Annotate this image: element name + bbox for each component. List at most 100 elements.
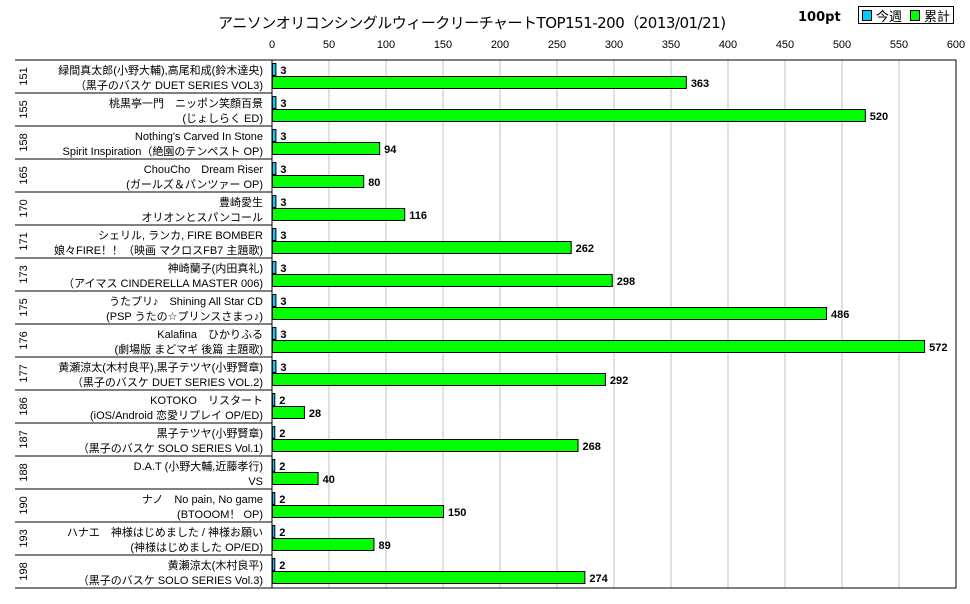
rank-label: 155 xyxy=(18,100,30,118)
total-bar xyxy=(272,208,406,221)
week-value-label: 3 xyxy=(280,296,286,308)
song-label-line2: （黒子のバスケ SOLO SERIES Vol.3) xyxy=(78,574,263,587)
song-label-line2: オリオンとスパンコール xyxy=(141,211,263,224)
week-value-label: 3 xyxy=(280,362,286,374)
rank-label: 165 xyxy=(18,166,30,184)
x-tick-label: 150 xyxy=(434,39,452,51)
total-bar xyxy=(272,406,305,419)
song-label-line1: 桃黒亭一門 ニッポン笑顔百景 xyxy=(109,96,263,110)
week-bar xyxy=(272,228,277,241)
week-value-label: 2 xyxy=(279,494,285,506)
rank-label: 193 xyxy=(18,529,30,547)
total-value-label: 150 xyxy=(448,507,466,519)
song-label-line2: （アイマス CINDERELLA MASTER 006) xyxy=(63,277,263,290)
total-bar xyxy=(272,373,606,386)
rank-label: 188 xyxy=(18,463,30,481)
x-tick-label: 250 xyxy=(548,39,566,51)
week-bar xyxy=(272,96,277,109)
song-label-line2: (PSP うたの☆プリンスさまっ♪) xyxy=(106,310,263,323)
week-bar xyxy=(272,195,277,208)
song-label-line2: VS xyxy=(248,476,263,488)
week-bar xyxy=(272,294,277,307)
song-label-line1: Nothing's Carved In Stone xyxy=(135,131,263,143)
legend-label-week: 今週 xyxy=(876,9,903,25)
rank-label: 175 xyxy=(18,298,30,316)
week-bar xyxy=(272,558,276,571)
total-value-label: 486 xyxy=(831,309,849,321)
rank-label: 177 xyxy=(18,364,30,382)
week-bar xyxy=(272,261,277,274)
legend-swatch-week xyxy=(862,9,872,21)
total-bar xyxy=(272,505,444,518)
legend-label-total: 累計 xyxy=(924,9,951,25)
total-value-label: 292 xyxy=(610,375,628,387)
total-bar xyxy=(272,472,319,485)
total-bar xyxy=(272,538,375,551)
song-label-line2: （黒子のバスケ DUET SERIES VOL3) xyxy=(75,79,263,92)
total-bar xyxy=(272,76,687,89)
song-label-line2: （黒子のバスケ SOLO SERIES Vol.1) xyxy=(78,442,263,455)
week-bar xyxy=(272,459,276,472)
song-label-line2: (じょしらく ED) xyxy=(182,112,263,125)
total-bar xyxy=(272,571,586,584)
week-value-label: 3 xyxy=(280,197,286,209)
x-tick-label: 100 xyxy=(377,39,395,51)
total-bar xyxy=(272,340,926,353)
unit-label: 100pt xyxy=(798,10,841,25)
song-label-line1: ChouCho Dream Riser xyxy=(144,164,264,176)
total-value-label: 274 xyxy=(589,573,608,585)
x-tick-label: 500 xyxy=(833,39,851,51)
total-value-label: 262 xyxy=(576,243,594,255)
song-label-line1: ハナエ 神様はじめました / 神様お願い xyxy=(67,525,263,539)
week-bar xyxy=(272,63,277,76)
song-label-line1: KOTOKO リスタート xyxy=(150,394,263,407)
song-label-line2: (BTOOOM！ OP) xyxy=(177,509,263,521)
total-value-label: 94 xyxy=(384,144,397,156)
total-bar xyxy=(272,175,365,188)
song-label-line1: ナノ No pain, No game xyxy=(142,493,263,506)
song-label-line1: D.A.T (小野大輔,近藤孝行) xyxy=(134,459,263,473)
total-value-label: 40 xyxy=(323,474,335,486)
total-value-label: 363 xyxy=(691,78,709,90)
rank-label: 190 xyxy=(18,496,30,514)
week-value-label: 3 xyxy=(280,65,286,77)
week-value-label: 3 xyxy=(280,263,286,275)
x-tick-label: 300 xyxy=(605,39,623,51)
total-value-label: 28 xyxy=(309,408,321,420)
week-value-label: 2 xyxy=(279,428,285,440)
song-label-line2: (ガールズ＆パンツァー OP) xyxy=(126,177,263,191)
week-bar xyxy=(272,327,277,340)
x-tick-label: 450 xyxy=(776,39,794,51)
song-label-line2: 娘々FIRE！！（映画 マクロスFB7 主題歌) xyxy=(54,243,263,257)
song-label-line2: (劇場版 まどマギ 後篇 主題歌) xyxy=(115,342,264,356)
week-bar xyxy=(272,162,277,175)
total-bar xyxy=(272,109,866,122)
x-tick-label: 50 xyxy=(323,39,335,51)
chart-title: アニソンオリコンシングルウィークリーチャートTOP151-200（2013/01… xyxy=(218,14,726,32)
total-bar xyxy=(272,241,572,254)
song-label-line1: Kalafina ひかりふる xyxy=(157,328,263,341)
rank-label: 198 xyxy=(18,562,30,580)
week-value-label: 3 xyxy=(280,98,286,110)
week-bar xyxy=(272,426,276,439)
rank-label: 186 xyxy=(18,397,30,415)
total-value-label: 89 xyxy=(378,540,390,552)
total-value-label: 520 xyxy=(870,111,888,123)
rank-label: 171 xyxy=(18,232,30,250)
rank-label: 176 xyxy=(18,331,30,349)
x-tick-label: 550 xyxy=(890,39,908,51)
x-tick-label: 600 xyxy=(947,39,965,51)
song-label-line1: 緑間真太郎(小野大輔),高尾和成(鈴木達央) xyxy=(58,63,263,77)
week-bar xyxy=(272,492,276,505)
x-tick-label: 0 xyxy=(269,39,275,51)
rank-label: 187 xyxy=(18,430,30,448)
song-label-line1: 黒子テツヤ(小野賢章) xyxy=(157,426,263,440)
week-value-label: 3 xyxy=(280,329,286,341)
x-tick-label: 200 xyxy=(491,39,509,51)
song-label-line1: 豊崎愛生 xyxy=(219,195,263,209)
x-tick-label: 350 xyxy=(662,39,680,51)
week-value-label: 2 xyxy=(279,560,285,572)
week-bar xyxy=(272,360,277,373)
song-label-line2: （黒子のバスケ DUET SERIES VOL.2) xyxy=(72,376,263,389)
